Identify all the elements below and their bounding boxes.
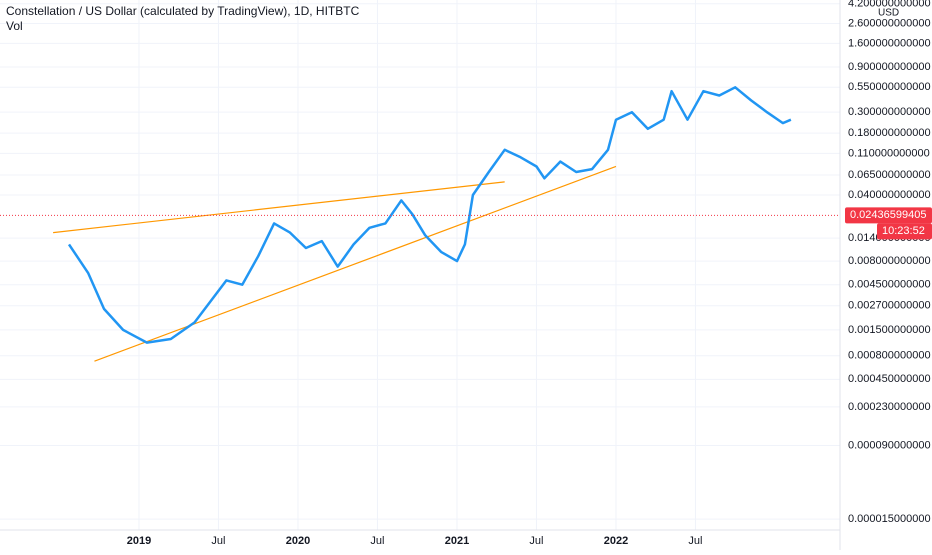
y-tick-label: 0.004500000000 <box>848 279 931 291</box>
last-price-label: 0.02436599405 <box>850 209 926 221</box>
y-tick-label: 0.001500000000 <box>848 324 931 336</box>
x-tick-label: 2022 <box>604 535 628 547</box>
y-tick-label: 0.008000000000 <box>848 255 931 267</box>
x-tick-label: 2019 <box>127 535 151 547</box>
y-tick-label: 0.000015000000 <box>848 513 931 525</box>
y-tick-label: 0.000800000000 <box>848 350 931 362</box>
volume-label: Vol <box>6 19 23 33</box>
x-tick-label: 2021 <box>445 535 469 547</box>
y-tick-label: 0.110000000000 <box>848 147 930 159</box>
y-tick-label: 1.600000000000 <box>848 37 931 49</box>
countdown-badge <box>877 223 932 240</box>
trendline <box>94 165 617 362</box>
y-tick-label: 0.065000000000 <box>848 169 931 181</box>
y-tick-label: 2.600000000000 <box>848 17 931 29</box>
x-tick-label: Jul <box>211 535 225 547</box>
x-tick-label: Jul <box>688 535 702 547</box>
currency-label: USD <box>878 8 899 19</box>
y-tick-label: 4.200000000000 <box>848 0 931 10</box>
x-tick-label: Jul <box>370 535 384 547</box>
price-line <box>67 86 792 344</box>
y-tick-label: 0.900000000000 <box>848 61 931 73</box>
y-tick-label: 0.002700000000 <box>848 300 931 312</box>
x-tick-label: Jul <box>529 535 543 547</box>
last-price-badge <box>845 207 932 224</box>
y-tick-label: 0.550000000000 <box>848 81 931 93</box>
y-tick-label: 0.300000000000 <box>848 106 931 118</box>
countdown-label: 10:23:52 <box>882 225 925 237</box>
y-tick-label: 0.000230000000 <box>848 401 931 413</box>
grid <box>0 0 840 530</box>
chart-title: Constellation / US Dollar (calculated by… <box>6 4 360 18</box>
x-tick-label: 2020 <box>286 535 310 547</box>
y-tick-label: 0.000090000000 <box>848 439 931 451</box>
y-tick-label: 0.000450000000 <box>848 373 931 385</box>
y-tick-label: 0.180000000000 <box>848 127 931 139</box>
y-tick-label: 0.040000000000 <box>848 189 931 201</box>
trendline <box>53 181 505 234</box>
